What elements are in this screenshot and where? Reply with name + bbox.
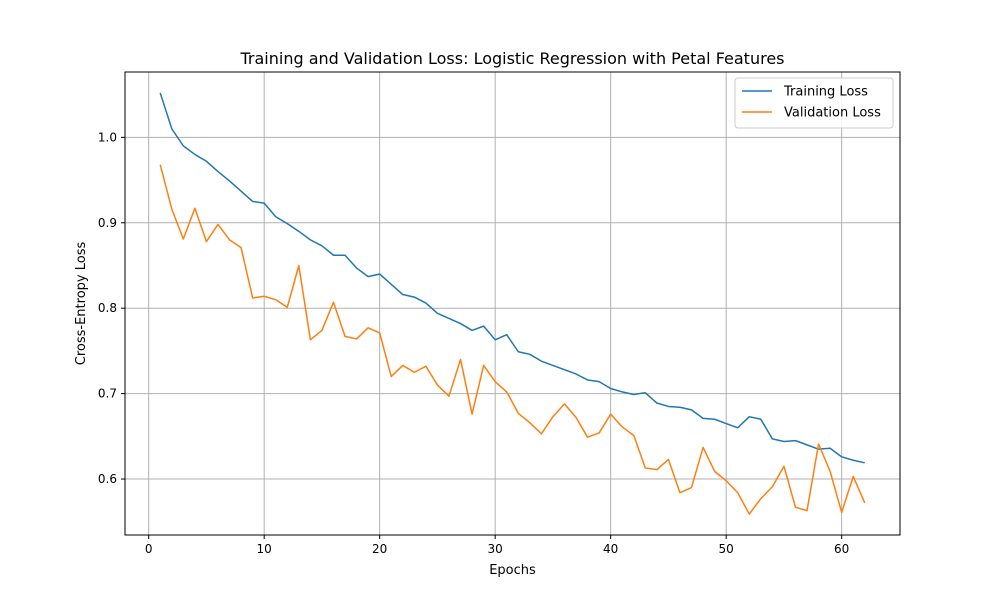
x-tick-label: 10 <box>257 542 272 556</box>
legend-label-1: Training Loss <box>783 85 868 100</box>
x-tick-label: 30 <box>488 542 503 556</box>
y-tick-label: 0.9 <box>98 216 117 230</box>
y-axis-ticks: 0.6 0.7 0.8 0.9 1.0 <box>98 130 125 486</box>
y-axis-label: Cross-Entropy Loss <box>74 242 89 366</box>
legend-box <box>734 77 894 129</box>
x-tick-label: 40 <box>603 542 618 556</box>
legend-label-2: Validation Loss <box>784 106 881 121</box>
series-line-1 <box>159 92 865 464</box>
x-tick-label: 60 <box>834 542 849 556</box>
x-tick-label: 0 <box>145 542 153 556</box>
x-tick-label: 50 <box>719 542 734 556</box>
x-tick-label: 20 <box>372 542 387 556</box>
grid <box>125 72 900 535</box>
y-tick-label: 0.7 <box>98 387 117 401</box>
series-lines <box>159 92 866 515</box>
plot-frame <box>124 71 901 536</box>
y-tick-label: 0.6 <box>98 472 117 486</box>
legend: Training Loss Validation Loss <box>734 77 894 129</box>
chart-title: Training and Validation Loss: Logistic R… <box>240 49 785 68</box>
x-axis-label: Epochs <box>489 563 536 578</box>
x-axis-ticks: 0 10 20 30 40 50 60 <box>145 535 849 556</box>
y-tick-label: 1.0 <box>98 130 117 144</box>
y-tick-label: 0.8 <box>98 301 117 315</box>
legend-items: Training Loss Validation Loss <box>742 85 881 121</box>
series-line-2 <box>159 164 866 515</box>
